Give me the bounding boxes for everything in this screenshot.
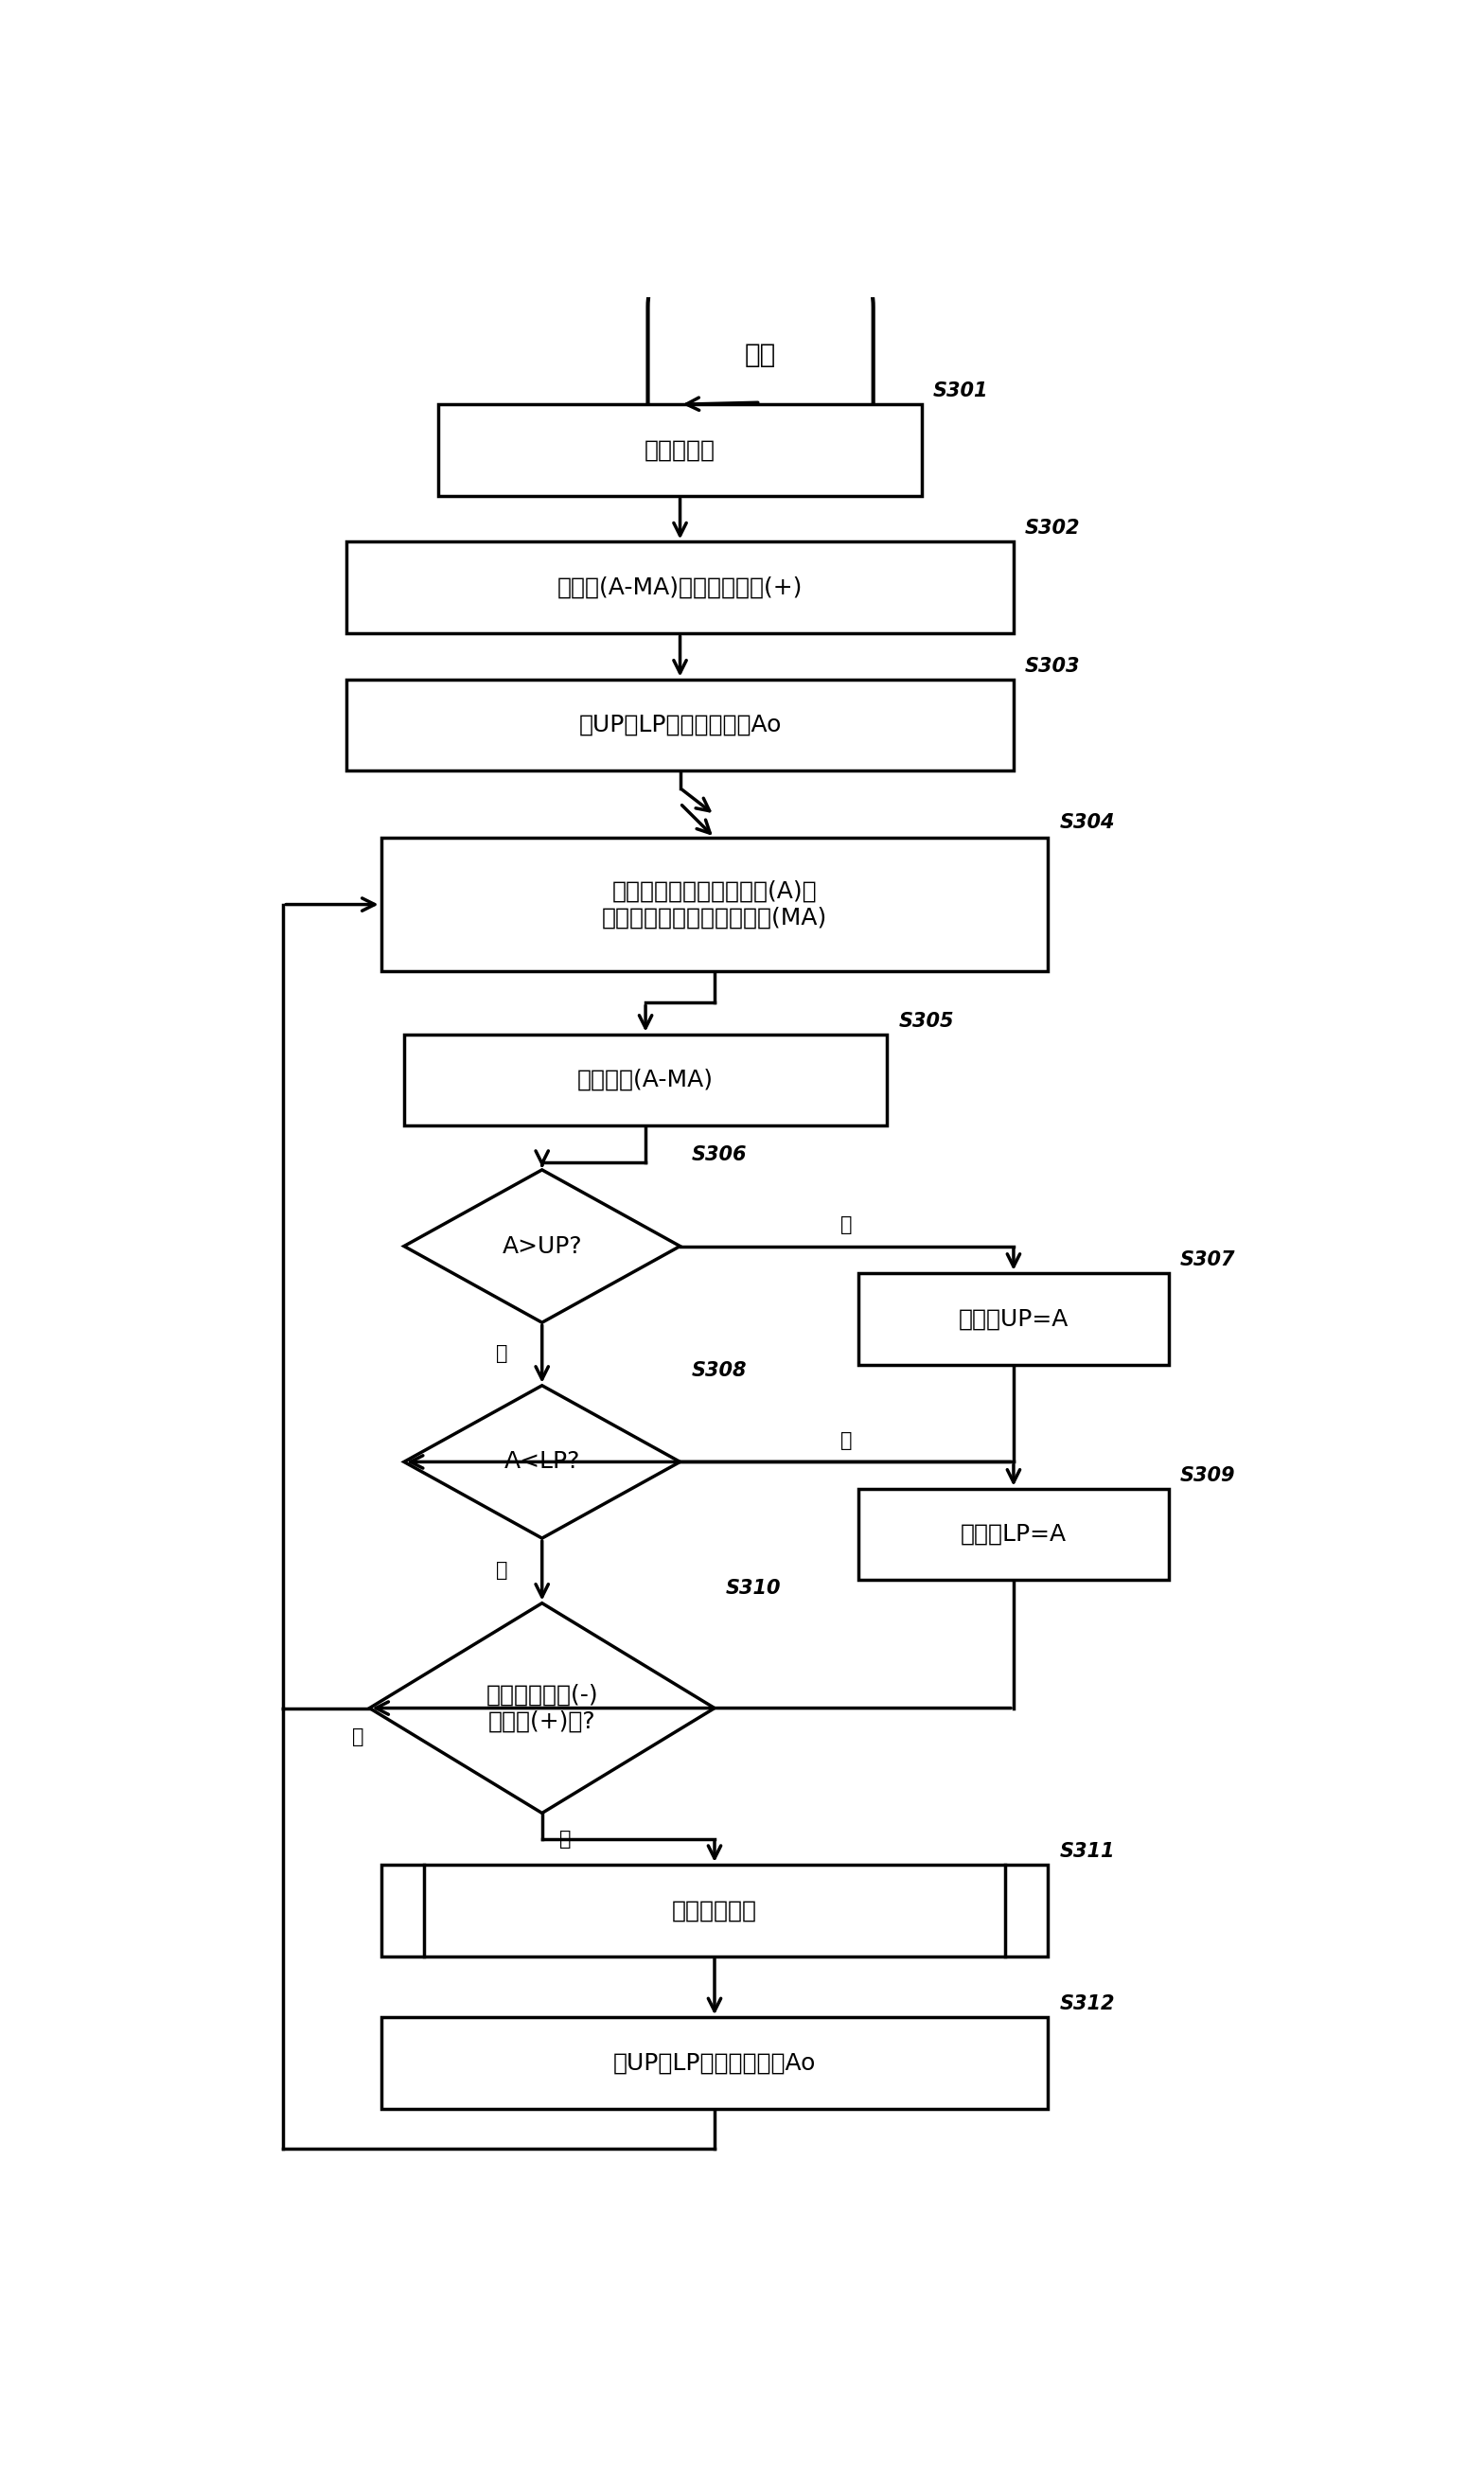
Text: 更新成LP=A: 更新成LP=A bbox=[960, 1522, 1067, 1547]
Text: 是: 是 bbox=[559, 1830, 571, 1849]
Text: 步数检测处理: 步数检测处理 bbox=[672, 1899, 757, 1921]
Polygon shape bbox=[404, 1386, 680, 1537]
Bar bbox=[347, 679, 1014, 771]
Text: S310: S310 bbox=[726, 1579, 782, 1596]
Bar bbox=[347, 543, 1014, 635]
Polygon shape bbox=[404, 1170, 680, 1321]
Text: S303: S303 bbox=[1025, 657, 1080, 674]
Bar bbox=[381, 2018, 1048, 2110]
Text: 将UP、LP设定为初始值Ao: 将UP、LP设定为初始值Ao bbox=[613, 2053, 816, 2075]
Text: S308: S308 bbox=[692, 1361, 746, 1381]
Text: 开始: 开始 bbox=[745, 342, 776, 367]
Text: 计算差分(A-MA): 计算差分(A-MA) bbox=[577, 1068, 714, 1091]
Text: S311: S311 bbox=[1060, 1842, 1114, 1862]
Text: 差分的符号由(-)
变成了(+)吗?: 差分的符号由(-) 变成了(+)吗? bbox=[485, 1683, 598, 1733]
Text: S302: S302 bbox=[1025, 518, 1080, 538]
Text: S309: S309 bbox=[1180, 1465, 1236, 1485]
Polygon shape bbox=[370, 1604, 714, 1812]
FancyBboxPatch shape bbox=[649, 273, 873, 436]
Text: A>UP?: A>UP? bbox=[502, 1235, 582, 1257]
Text: S307: S307 bbox=[1180, 1249, 1236, 1269]
Text: 将差分(A-MA)的符号设定成(+): 将差分(A-MA)的符号设定成(+) bbox=[558, 575, 803, 600]
Text: 接收标量化部的输出信号(A)、
移动平均计算部的输出信号(MA): 接收标量化部的输出信号(A)、 移动平均计算部的输出信号(MA) bbox=[603, 880, 827, 930]
Text: 否: 否 bbox=[496, 1344, 508, 1363]
Text: S312: S312 bbox=[1060, 1996, 1114, 2013]
Text: 是: 是 bbox=[841, 1430, 853, 1450]
Text: 是: 是 bbox=[841, 1215, 853, 1235]
Bar bbox=[439, 404, 922, 496]
Bar bbox=[381, 838, 1048, 972]
Text: S301: S301 bbox=[933, 382, 988, 402]
Text: 接收初始值: 接收初始值 bbox=[644, 439, 715, 461]
Text: 否: 否 bbox=[496, 1562, 508, 1579]
Text: 否: 否 bbox=[352, 1728, 364, 1745]
Bar bbox=[381, 1864, 1048, 1956]
Text: S306: S306 bbox=[692, 1145, 746, 1165]
Text: 更新成UP=A: 更新成UP=A bbox=[959, 1306, 1068, 1331]
Text: A<LP?: A<LP? bbox=[505, 1450, 580, 1473]
Bar bbox=[858, 1487, 1169, 1579]
Text: 把UP、LP设定为初始值Ao: 把UP、LP设定为初始值Ao bbox=[579, 714, 782, 736]
Text: S304: S304 bbox=[1060, 813, 1114, 833]
Text: S305: S305 bbox=[898, 1011, 954, 1031]
Bar bbox=[858, 1272, 1169, 1363]
Bar bbox=[404, 1034, 887, 1125]
